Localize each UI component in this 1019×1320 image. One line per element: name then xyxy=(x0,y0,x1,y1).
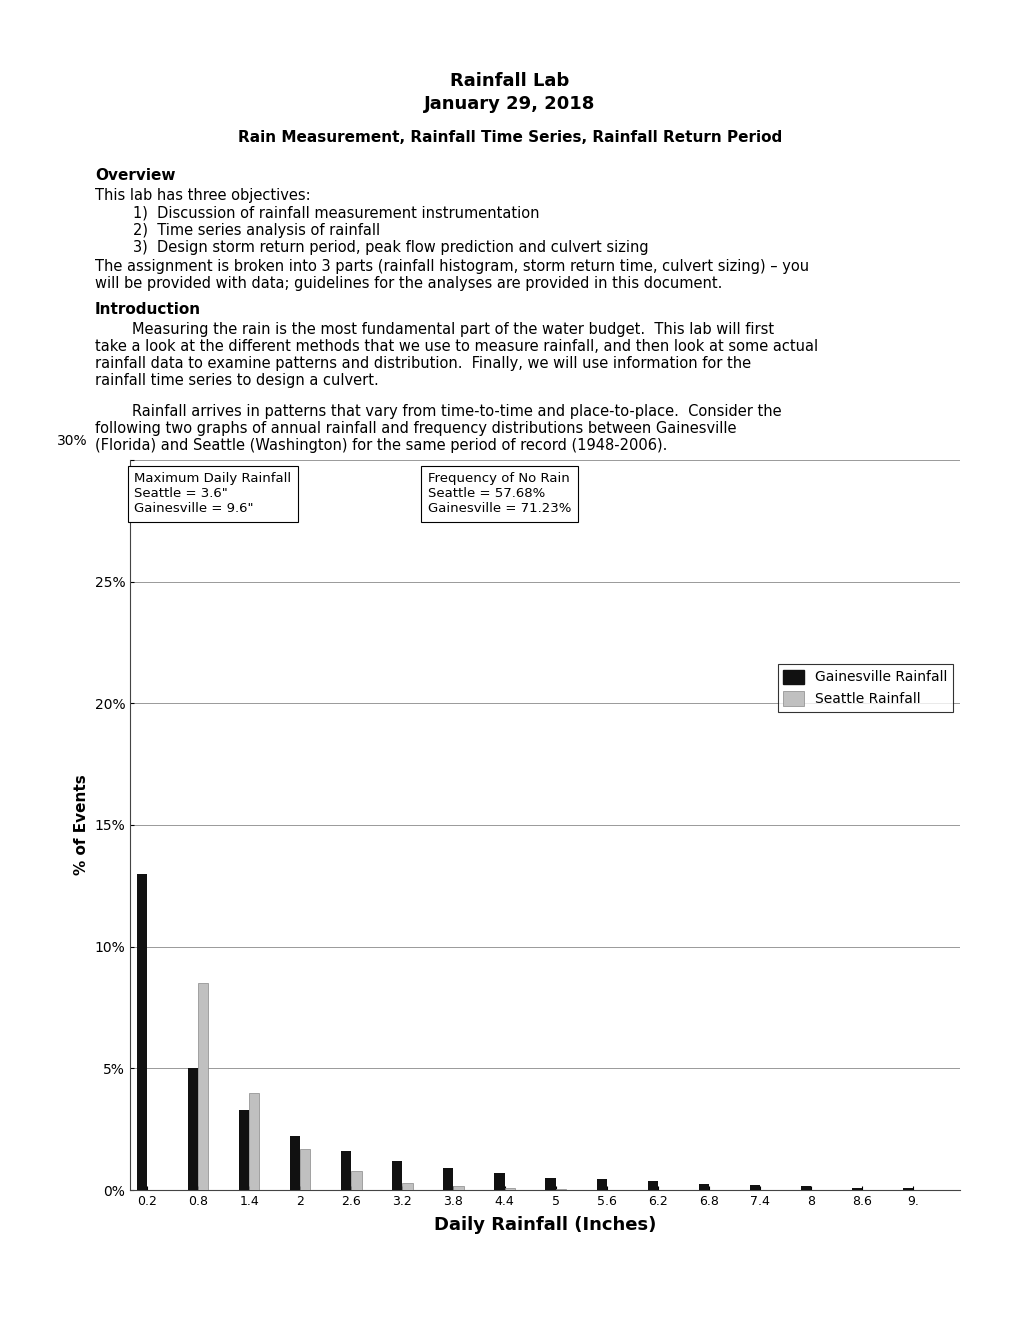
Bar xyxy=(403,1183,413,1191)
Text: (Florida) and Seattle (Washington) for the same period of record (1948-2006).: (Florida) and Seattle (Washington) for t… xyxy=(95,438,666,453)
Bar xyxy=(851,1188,861,1191)
Bar xyxy=(198,983,208,1191)
Bar xyxy=(187,1068,198,1191)
Bar xyxy=(494,1173,504,1191)
Bar xyxy=(698,1184,708,1191)
Bar xyxy=(749,1185,759,1191)
X-axis label: Daily Rainfall (Inches): Daily Rainfall (Inches) xyxy=(433,1216,655,1234)
Bar xyxy=(545,1177,555,1191)
Text: 3)  Design storm return period, peak flow prediction and culvert sizing: 3) Design storm return period, peak flow… xyxy=(132,240,648,255)
Text: Measuring the rain is the most fundamental part of the water budget.  This lab w: Measuring the rain is the most fundament… xyxy=(95,322,773,337)
Text: January 29, 2018: January 29, 2018 xyxy=(424,95,595,114)
Bar xyxy=(300,1148,310,1191)
Bar xyxy=(647,1181,657,1191)
Bar xyxy=(392,1160,403,1191)
Text: 1)  Discussion of rainfall measurement instrumentation: 1) Discussion of rainfall measurement in… xyxy=(132,206,539,220)
Text: will be provided with data; guidelines for the analyses are provided in this doc: will be provided with data; guidelines f… xyxy=(95,276,721,290)
Bar xyxy=(596,1179,606,1191)
Bar xyxy=(443,1168,453,1191)
Bar xyxy=(351,1171,361,1191)
Bar xyxy=(289,1137,300,1191)
Text: The assignment is broken into 3 parts (rainfall histogram, storm return time, cu: The assignment is broken into 3 parts (r… xyxy=(95,259,808,275)
Text: Frequency of No Rain
Seattle = 57.68%
Gainesville = 71.23%: Frequency of No Rain Seattle = 57.68% Ga… xyxy=(428,473,571,515)
Text: following two graphs of annual rainfall and frequency distributions between Gain: following two graphs of annual rainfall … xyxy=(95,421,736,436)
Bar xyxy=(453,1187,464,1191)
Y-axis label: % of Events: % of Events xyxy=(73,775,89,875)
Text: rainfall time series to design a culvert.: rainfall time series to design a culvert… xyxy=(95,374,378,388)
Text: Maximum Daily Rainfall
Seattle = 3.6"
Gainesville = 9.6": Maximum Daily Rainfall Seattle = 3.6" Ga… xyxy=(135,473,291,515)
Text: Rainfall arrives in patterns that vary from time-to-time and place-to-place.  Co: Rainfall arrives in patterns that vary f… xyxy=(95,404,781,418)
Text: 2)  Time series analysis of rainfall: 2) Time series analysis of rainfall xyxy=(132,223,380,238)
Bar xyxy=(238,1110,249,1191)
Text: Rain Measurement, Rainfall Time Series, Rainfall Return Period: Rain Measurement, Rainfall Time Series, … xyxy=(237,129,782,145)
Bar xyxy=(902,1188,912,1191)
Bar xyxy=(800,1187,810,1191)
Text: This lab has three objectives:: This lab has three objectives: xyxy=(95,187,311,203)
Bar xyxy=(249,1093,259,1191)
Bar xyxy=(340,1151,351,1191)
Text: take a look at the different methods that we use to measure rainfall, and then l: take a look at the different methods tha… xyxy=(95,339,817,354)
Text: 30%: 30% xyxy=(57,434,88,447)
Text: Rainfall Lab: Rainfall Lab xyxy=(450,73,569,90)
Bar xyxy=(137,874,147,1191)
Bar xyxy=(504,1188,515,1191)
Legend: Gainesville Rainfall, Seattle Rainfall: Gainesville Rainfall, Seattle Rainfall xyxy=(776,664,952,711)
Text: Introduction: Introduction xyxy=(95,302,201,317)
Text: Overview: Overview xyxy=(95,168,175,183)
Text: rainfall data to examine patterns and distribution.  Finally, we will use inform: rainfall data to examine patterns and di… xyxy=(95,356,750,371)
